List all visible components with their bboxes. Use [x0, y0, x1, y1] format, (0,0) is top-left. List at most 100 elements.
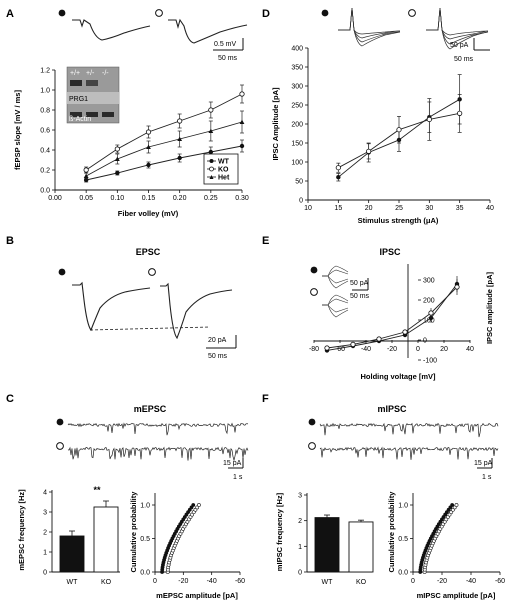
y-tick-label: 0 — [299, 198, 303, 205]
x-tick-label: 20 — [365, 205, 373, 212]
x-tick-label: 30 — [425, 205, 433, 212]
series-line-0 — [326, 283, 458, 351]
data-point — [426, 116, 432, 123]
y-tick-label: 1 — [298, 544, 302, 551]
legend-wt: WT — [218, 159, 230, 166]
y-tick-label: 0 — [423, 338, 427, 345]
chart-c-bar-ylabel: mEPSC frequency [Hz] — [17, 489, 26, 571]
panel-label-e: E — [262, 235, 269, 247]
y-tick-label: 2 — [43, 530, 47, 537]
blot-lane-1: +/+ — [70, 70, 80, 77]
ipsc-e-ko-traces — [322, 294, 349, 318]
x-tick-label: 10 — [304, 205, 312, 212]
wt-symbol-a — [58, 9, 66, 17]
mipsc-wt-trace — [319, 422, 499, 438]
data-point — [350, 341, 356, 347]
x-tick-label: -40 — [361, 346, 371, 353]
y-tick-label: 0.4 — [40, 148, 50, 155]
x-tick-label: 0.20 — [173, 195, 187, 202]
y-tick-label: 200 — [423, 298, 435, 305]
chart-c-cum-curve: 0 -20 -40 -60 0.0 0.5 1.0 — [140, 503, 245, 586]
y-tick-label: 150 — [291, 141, 303, 148]
y-tick-label: 1 — [43, 550, 47, 557]
wt-symbol-c — [56, 418, 64, 426]
x-tick-label: 35 — [456, 205, 464, 212]
y-tick-label: 4 — [43, 490, 47, 497]
scalebar-v-d-label: 50 pA — [450, 42, 469, 49]
data-point — [402, 329, 408, 335]
x-tick-label: -20 — [437, 578, 447, 585]
y-tick-label: 100 — [291, 160, 303, 167]
y-tick-label: 3 — [298, 493, 302, 500]
bar-ko — [348, 521, 374, 573]
x-tick-label: 0.15 — [142, 195, 156, 202]
chart-a-legend — [203, 153, 239, 185]
data-point — [177, 118, 183, 124]
scalebar-v-b-label: 20 pA — [208, 337, 227, 344]
mipsc-ko-trace — [319, 446, 499, 460]
panel-label-a: A — [6, 8, 14, 20]
cdf-point — [454, 503, 459, 507]
chart-d-marks — [335, 74, 463, 182]
wt-fepsp-trace — [72, 19, 151, 41]
panel-label-b: B — [6, 235, 14, 247]
scalebar-t-a-label: 50 ms — [218, 55, 238, 62]
y-tick-label: 0 — [43, 570, 47, 577]
data-point — [177, 136, 183, 141]
scalebar-v-f-label: 15 pA — [474, 460, 493, 467]
ko-symbol-d — [408, 9, 416, 17]
y-tick-label: 0.6 — [40, 128, 50, 135]
y-tick-label: 100 — [423, 318, 435, 325]
title-c: mEPSC — [134, 404, 167, 414]
data-point — [336, 175, 341, 180]
ipsc-ko-traces — [426, 7, 489, 50]
data-point — [145, 129, 152, 135]
chart-f-cum-xlabel: mIPSC amplitude [pA] — [417, 591, 496, 600]
chart-d-ylabel: IPSC Amplitude [pA] — [271, 87, 280, 161]
scalebar-t-f-label: 1 s — [482, 474, 492, 481]
x-tick-label: -20 — [178, 578, 188, 585]
ipsc-wt-traces — [338, 7, 401, 47]
y-tick-label: 1.0 — [398, 503, 408, 510]
y-tick-label: 350 — [291, 65, 303, 72]
category-label: KO — [356, 579, 367, 586]
category-label: WT — [322, 579, 334, 586]
y-tick-label: 250 — [291, 103, 303, 110]
data-point — [146, 144, 151, 149]
significance-stars: ** — [93, 485, 101, 495]
legend-het: Het — [218, 175, 230, 182]
blot-band-prg1: PRG1 — [69, 96, 88, 103]
data-point — [239, 119, 245, 124]
mepsc-ko-trace — [67, 446, 249, 462]
x-tick-label: -80 — [309, 346, 319, 353]
x-tick-label: 0 — [416, 346, 420, 353]
y-tick-label: 400 — [291, 46, 303, 53]
title-b: EPSC — [136, 247, 161, 257]
chart-c-cum-xlabel: mEPSC amplitude [pA] — [156, 591, 238, 600]
scalebar-v-e-label: 50 pA — [350, 280, 369, 287]
y-tick-label: 0.5 — [398, 536, 408, 543]
blot-lane-2: +/- — [86, 70, 95, 77]
y-tick-label: 1.2 — [40, 68, 50, 75]
data-point — [83, 173, 89, 178]
mepsc-wt-trace — [67, 422, 249, 436]
scalebar-v-c-label: 15 pA — [223, 460, 242, 467]
y-tick-label: 1.0 — [40, 88, 50, 95]
ko-symbol-b — [148, 268, 156, 276]
epsc-baseline-dashed — [89, 326, 211, 331]
blot-band-actin: ß-Actin — [69, 116, 91, 123]
blot-lane-3: -/- — [102, 70, 109, 77]
series-line-0 — [86, 145, 243, 181]
ko-symbol-e — [310, 288, 318, 296]
x-tick-label: 15 — [334, 205, 342, 212]
data-point — [114, 156, 120, 161]
data-point — [146, 162, 151, 168]
chart-a-xlabel: Fiber volley (mV) — [118, 209, 179, 218]
chart-a-ylabel: fEPSP slope [mV / ms] — [13, 90, 22, 170]
y-tick-label: 1.0 — [140, 503, 150, 510]
series-line-1 — [85, 93, 243, 171]
legend-ko: KO — [218, 167, 229, 174]
data-point — [114, 146, 120, 152]
chart-f-cum-curve: 0 -20 -40 -60 0.0 0.5 1.0 — [398, 503, 505, 586]
